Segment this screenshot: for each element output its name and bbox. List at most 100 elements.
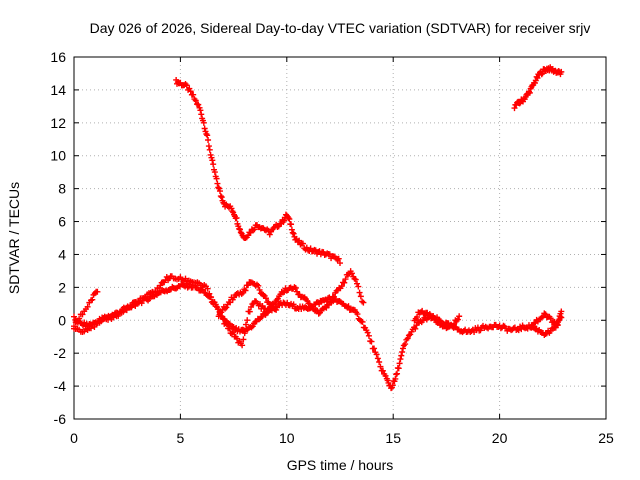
data-point xyxy=(210,161,217,168)
data-point xyxy=(454,316,461,323)
data-point xyxy=(354,311,361,318)
data-point xyxy=(400,342,407,349)
data-point xyxy=(152,288,159,295)
data-point xyxy=(404,335,411,342)
data-point xyxy=(79,311,86,318)
data-point xyxy=(382,372,389,379)
data-point xyxy=(233,214,240,221)
data-point xyxy=(412,325,419,332)
x-tick-label: 0 xyxy=(70,430,78,446)
y-tick-label: 8 xyxy=(58,181,66,197)
satellite-track-g xyxy=(411,307,463,332)
data-point xyxy=(379,367,386,374)
data-point xyxy=(248,324,255,331)
data-point xyxy=(91,323,98,330)
data-point xyxy=(206,290,213,297)
y-tick-label: 10 xyxy=(50,148,66,164)
data-point xyxy=(554,322,561,329)
data-point xyxy=(539,70,546,77)
data-point xyxy=(398,352,405,359)
data-point xyxy=(365,332,372,339)
data-point xyxy=(337,260,343,267)
y-tick-label: 6 xyxy=(58,214,66,230)
data-point xyxy=(246,308,253,315)
data-point xyxy=(541,310,548,317)
data-point xyxy=(368,338,375,345)
data-point xyxy=(105,316,112,323)
data-point xyxy=(376,359,383,366)
data-point xyxy=(270,224,277,231)
data-point xyxy=(236,226,243,233)
data-point xyxy=(389,382,396,389)
data-point xyxy=(249,323,256,330)
data-point xyxy=(230,329,237,336)
data-point xyxy=(399,345,406,352)
data-point xyxy=(371,345,378,352)
data-point xyxy=(204,132,211,139)
data-point xyxy=(206,146,213,153)
data-point xyxy=(360,299,367,306)
data-point xyxy=(325,302,332,309)
data-point xyxy=(419,307,426,314)
data-point xyxy=(402,341,409,348)
data-point xyxy=(345,303,352,310)
satellite-track-e xyxy=(71,268,367,349)
data-point xyxy=(538,314,545,321)
data-point xyxy=(209,157,216,164)
data-point xyxy=(392,375,399,382)
data-point xyxy=(156,285,163,292)
data-point xyxy=(288,226,295,233)
y-tick-label: 2 xyxy=(58,279,66,295)
data-point xyxy=(547,315,554,322)
data-point xyxy=(219,315,226,322)
data-point xyxy=(357,293,364,300)
data-point xyxy=(355,283,362,290)
data-point xyxy=(558,68,565,75)
plot-frame xyxy=(73,56,607,420)
data-point xyxy=(204,285,211,292)
data-point xyxy=(342,276,349,283)
data-point xyxy=(256,286,263,293)
data-point xyxy=(157,282,164,289)
satellite-track-h xyxy=(528,308,565,329)
chart-title: Day 026 of 2026, Sidereal Day-to-day VTE… xyxy=(90,20,591,36)
data-point xyxy=(348,270,355,277)
data-point xyxy=(542,331,549,338)
satellite-track-f xyxy=(215,279,280,320)
data-point xyxy=(192,97,199,104)
data-point xyxy=(84,303,91,310)
data-point xyxy=(115,312,122,319)
x-tick-label: 15 xyxy=(385,430,401,446)
data-point xyxy=(203,131,210,138)
data-point xyxy=(555,317,562,324)
data-point xyxy=(538,71,545,78)
data-point xyxy=(222,305,229,312)
data-point xyxy=(197,107,204,114)
data-point xyxy=(377,363,384,370)
data-point xyxy=(303,244,310,251)
data-point xyxy=(205,143,212,150)
data-point xyxy=(395,365,402,372)
data-point xyxy=(195,101,202,108)
data-point xyxy=(290,230,297,237)
data-point xyxy=(315,310,322,317)
data-point xyxy=(211,169,218,176)
data-point xyxy=(250,227,257,234)
data-point xyxy=(328,298,335,305)
data-point xyxy=(260,291,267,298)
data-point xyxy=(285,215,292,222)
data-point xyxy=(251,226,258,233)
y-tick-label: 12 xyxy=(50,115,66,131)
data-point xyxy=(333,287,340,294)
data-point xyxy=(211,299,218,306)
data-point xyxy=(299,240,306,247)
data-point xyxy=(183,82,190,89)
y-axis-label: SDTVAR / TECUs xyxy=(6,182,22,294)
data-point xyxy=(215,313,222,320)
data-point xyxy=(396,360,403,367)
data-point xyxy=(352,276,359,283)
data-point xyxy=(229,208,236,215)
data-point xyxy=(200,119,207,126)
data-point xyxy=(356,289,363,296)
data-point xyxy=(238,290,245,297)
